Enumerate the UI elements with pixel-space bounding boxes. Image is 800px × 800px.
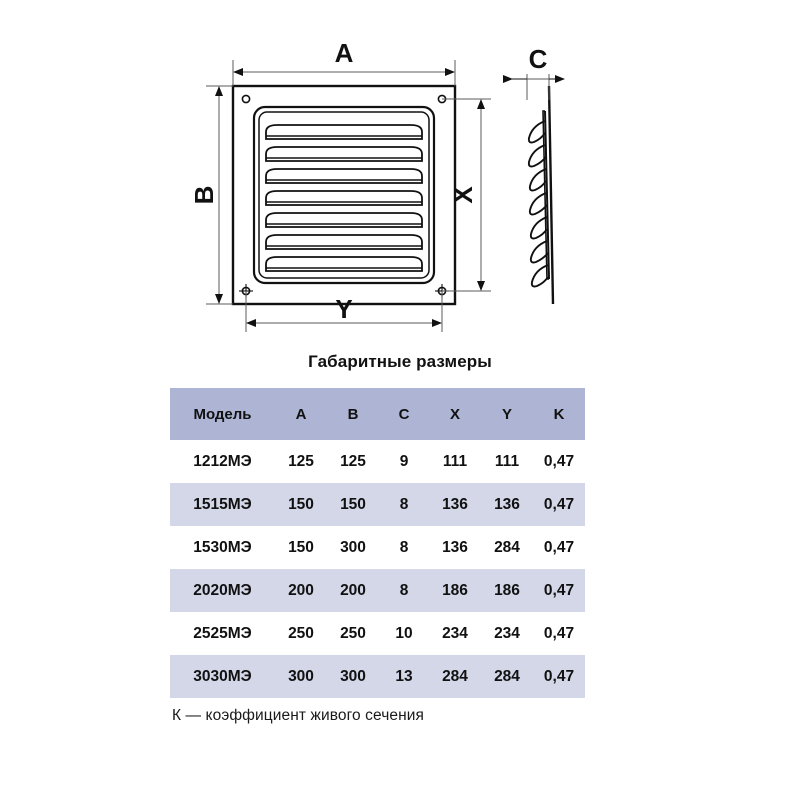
cell-x: 136 xyxy=(442,495,468,513)
cell-k: 0,47 xyxy=(543,452,575,470)
cell-k: 0,47 xyxy=(543,624,575,642)
cell-y: 111 xyxy=(494,452,520,470)
cell-y: 284 xyxy=(494,667,520,685)
cell-k: 0,47 xyxy=(543,538,575,556)
cell-a: 150 xyxy=(288,538,314,556)
dimension-y xyxy=(245,291,443,332)
cell-model: 1515МЭ xyxy=(193,495,252,513)
side-view-group xyxy=(527,85,555,305)
dimension-a xyxy=(232,60,456,86)
cell-x: 284 xyxy=(442,667,468,685)
technical-drawing: A B X Y xyxy=(0,0,800,345)
column-header-a: A xyxy=(295,405,307,423)
mounting-hole-top-left xyxy=(241,94,251,104)
cell-a: 125 xyxy=(288,452,314,470)
cell-c: 10 xyxy=(395,624,413,642)
cell-c: 13 xyxy=(395,667,413,685)
cell-c: 8 xyxy=(399,538,409,556)
cell-b: 200 xyxy=(340,581,366,599)
table-row: 3030МЭ 300 300 13 284 284 0,47 xyxy=(170,655,585,698)
cell-a: 150 xyxy=(288,495,314,513)
column-header-b: B xyxy=(347,405,359,423)
cell-k: 0,47 xyxy=(543,581,575,599)
table-footnote: К — коэффициент живого сечения xyxy=(172,707,425,724)
table-header-row: Модель A B C X Y K xyxy=(170,388,585,440)
side-plate-thickness xyxy=(542,110,549,280)
dimension-label-c: C xyxy=(529,44,548,74)
section-caption: Габаритные размеры xyxy=(308,352,492,371)
cell-y: 284 xyxy=(494,538,520,556)
cell-k: 0,47 xyxy=(543,495,575,513)
cell-b: 125 xyxy=(340,452,366,470)
cell-c: 8 xyxy=(399,581,409,599)
dimensions-table: Модель A B C X Y K 1212МЭ 125 125 9 111 … xyxy=(170,388,585,698)
cell-a: 300 xyxy=(288,667,314,685)
column-header-k: K xyxy=(553,405,565,423)
cell-model: 2525МЭ xyxy=(193,624,252,642)
column-header-x: X xyxy=(449,405,460,423)
side-plate-outer-edge xyxy=(547,85,555,305)
cell-a: 250 xyxy=(288,624,314,642)
cell-x: 186 xyxy=(442,581,468,599)
dimension-c xyxy=(503,74,565,100)
cell-c: 8 xyxy=(399,495,409,513)
cell-model: 2020МЭ xyxy=(193,581,252,599)
column-header-c: C xyxy=(398,405,410,423)
cell-a: 200 xyxy=(288,581,314,599)
cell-b: 300 xyxy=(340,538,366,556)
dimension-label-y: Y xyxy=(335,294,352,324)
table-row: 2020МЭ 200 200 8 186 186 0,47 xyxy=(170,569,585,612)
column-header-y: Y xyxy=(501,405,512,423)
cell-y: 234 xyxy=(494,624,520,642)
dimension-label-x: X xyxy=(448,186,478,204)
cell-b: 300 xyxy=(340,667,366,685)
cell-x: 234 xyxy=(442,624,468,642)
dimension-label-a: A xyxy=(335,38,354,68)
cell-x: 136 xyxy=(442,538,468,556)
louver-slats xyxy=(265,124,423,272)
column-header-model: Модель xyxy=(193,405,252,423)
cell-b: 150 xyxy=(340,495,366,513)
cell-c: 9 xyxy=(399,452,409,470)
cell-y: 186 xyxy=(494,581,520,599)
cell-model: 1212МЭ xyxy=(193,452,252,470)
dimension-label-b: B xyxy=(189,186,219,205)
cell-model: 3030МЭ xyxy=(193,667,252,685)
table-row: 1515МЭ 150 150 8 136 136 0,47 xyxy=(170,483,585,526)
cell-k: 0,47 xyxy=(543,667,575,685)
dimension-b xyxy=(206,85,233,305)
front-view-group xyxy=(231,84,457,306)
side-louver-hooks xyxy=(527,120,549,288)
cell-b: 250 xyxy=(340,624,366,642)
table-row: 2525МЭ 250 250 10 234 234 0,47 xyxy=(170,612,585,655)
cell-y: 136 xyxy=(494,495,520,513)
cell-x: 111 xyxy=(442,452,468,470)
dimension-x xyxy=(442,98,491,292)
table-row: 1212МЭ 125 125 9 111 111 0,47 xyxy=(170,440,585,483)
table-row: 1530МЭ 150 300 8 136 284 0,47 xyxy=(170,526,585,569)
cell-model: 1530МЭ xyxy=(193,538,252,556)
side-plate-inner-edge xyxy=(544,110,550,280)
